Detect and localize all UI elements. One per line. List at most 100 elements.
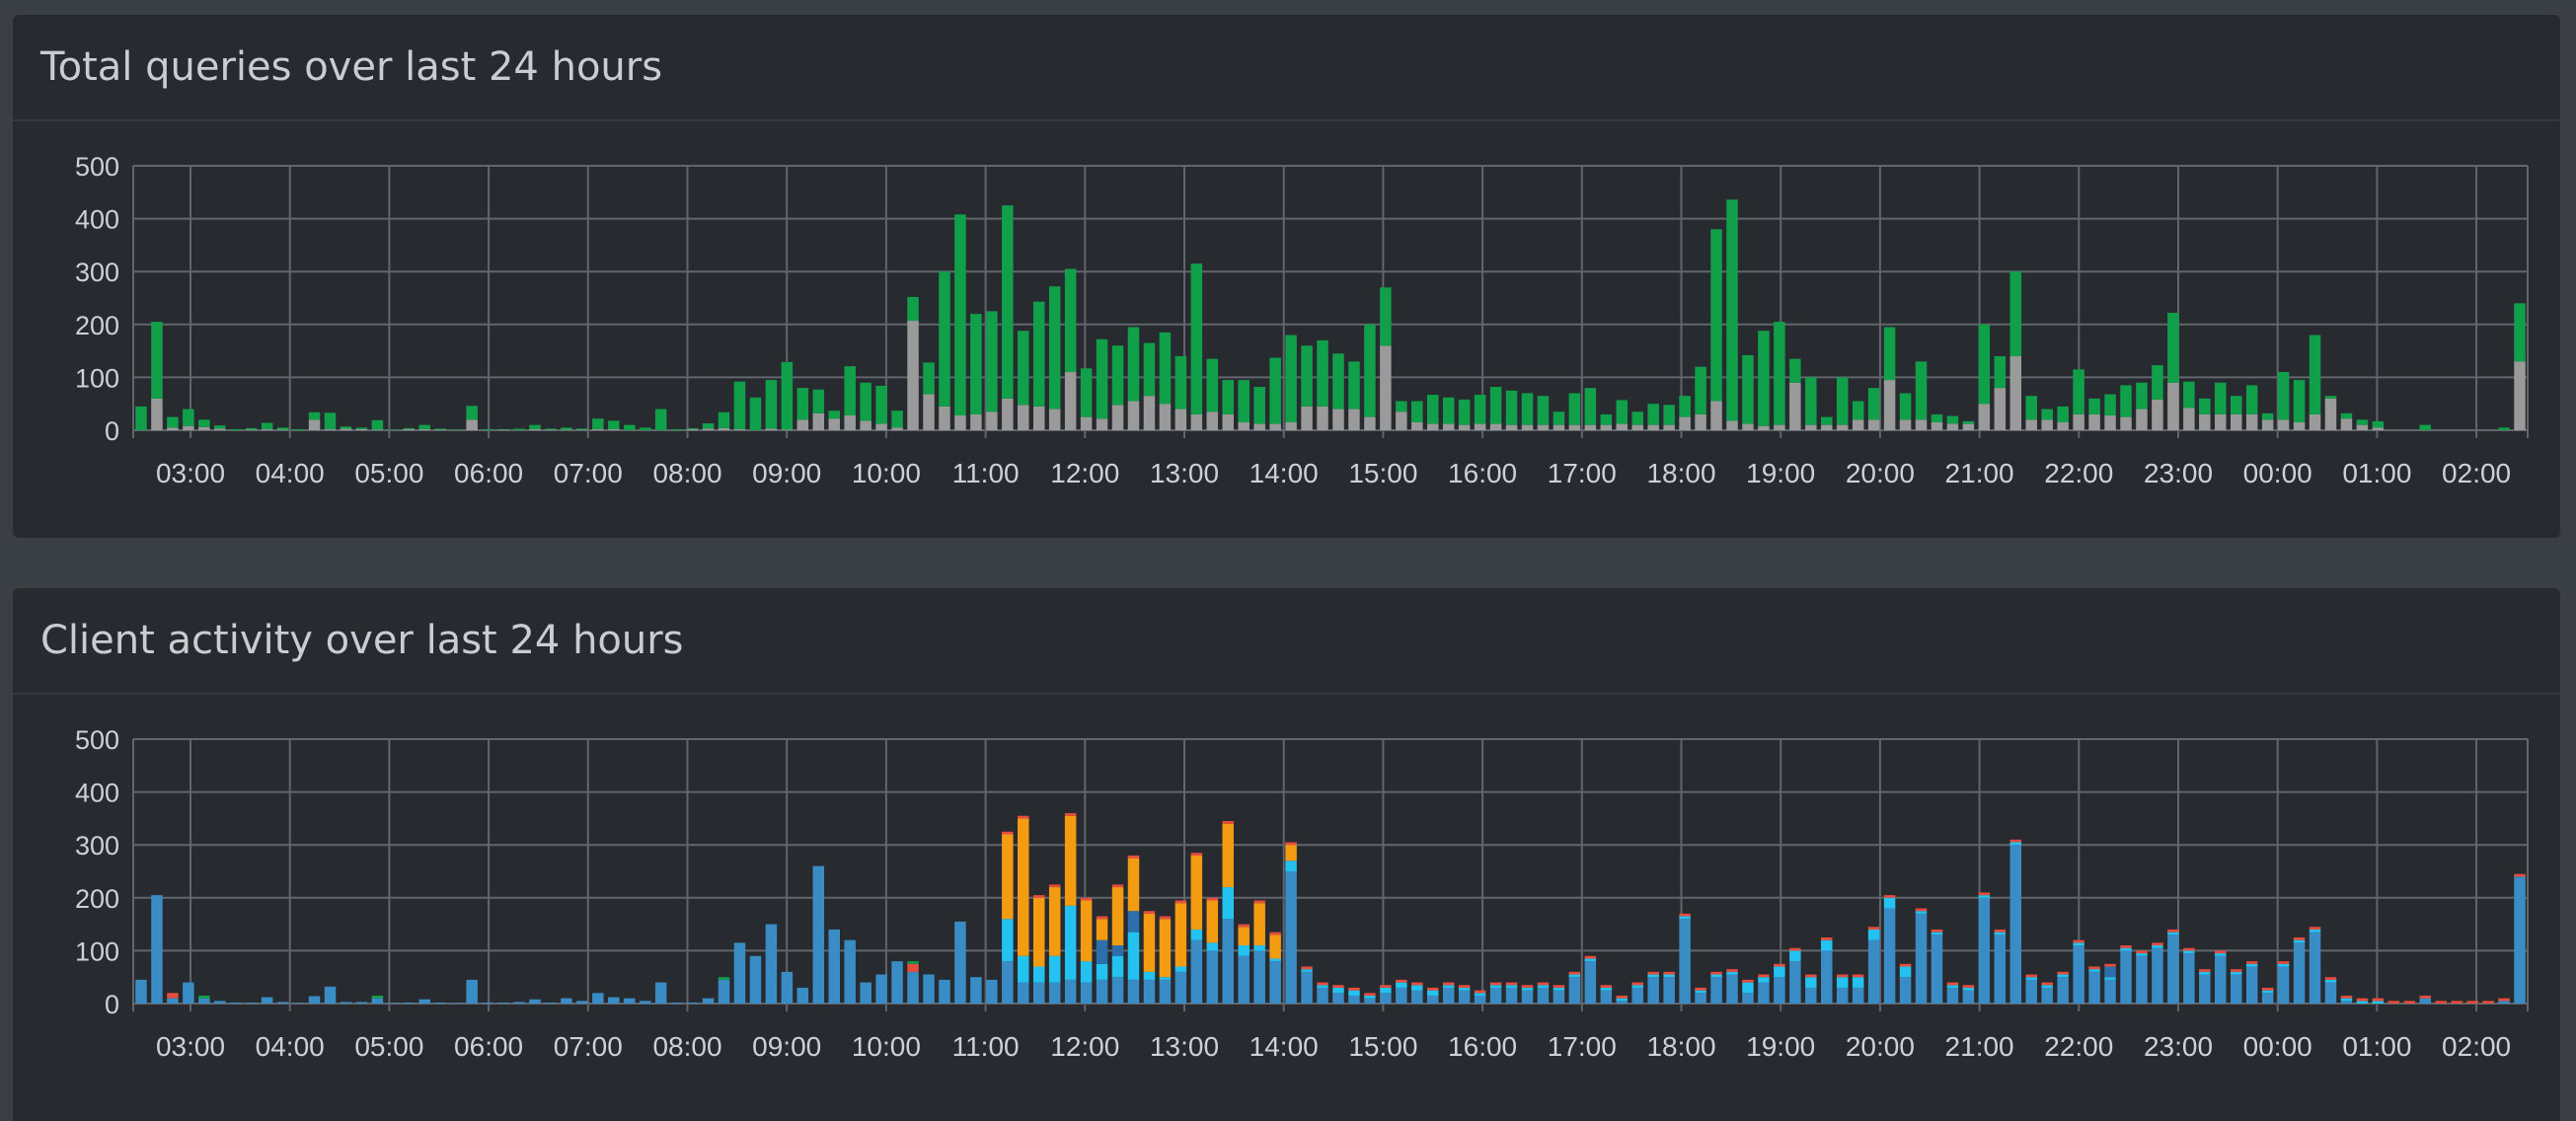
bar-segment	[1679, 916, 1691, 920]
bar-segment	[1789, 961, 1801, 1004]
bar-segment	[497, 1002, 509, 1004]
bar-segment	[1742, 993, 1754, 1004]
bar-segment	[371, 995, 384, 999]
bar-segment	[1883, 897, 1896, 909]
bar-segment	[639, 1001, 651, 1004]
bar-segment	[1348, 409, 1360, 430]
bar-segment	[781, 361, 794, 430]
bar-segment	[1206, 900, 1219, 943]
bar-segment	[1018, 955, 1029, 983]
total-queries-chart: 0 100 200 300 400 500 03:00 04:00 05:00 06:00 07:0…	[75, 152, 2529, 488]
bar-segment	[2009, 355, 2022, 430]
bar-segment	[167, 998, 179, 1004]
bar-segment	[340, 426, 352, 429]
bar-segment	[1096, 963, 1108, 980]
bar-segment	[1710, 974, 1722, 978]
bar-segment	[1805, 424, 1817, 430]
bar-segment	[1915, 419, 1928, 430]
x-tick-label: 10:00	[852, 1031, 921, 1062]
bar-segment	[1301, 406, 1313, 430]
bar-segment	[2498, 998, 2510, 1002]
bar-segment	[1553, 424, 1565, 430]
bar-segment	[1774, 322, 1785, 425]
bar-segment	[1111, 887, 1124, 946]
bar-segment	[1726, 969, 1738, 972]
bar-segment	[2041, 987, 2053, 1004]
bar-segment	[2009, 271, 2022, 356]
bar-segment	[1915, 361, 1928, 420]
bar-segment	[1616, 400, 1629, 424]
bar-segment	[1663, 977, 1675, 1004]
bar-segment	[1489, 987, 1502, 1004]
bar-segment	[2230, 396, 2242, 414]
bar-segment	[1568, 393, 1581, 425]
bar-segment	[1994, 388, 2007, 430]
bar-segment	[198, 995, 210, 999]
bar-segment	[2324, 977, 2337, 980]
bar-segment	[1332, 409, 1344, 430]
bar-segment	[466, 419, 478, 430]
bar-segment	[749, 955, 762, 1004]
x-tick-label: 13:00	[1150, 1031, 1219, 1062]
bar-segment	[2057, 977, 2069, 1004]
y-tick-label: 200	[75, 884, 119, 914]
bar-segment	[1836, 377, 1849, 425]
bar-segment	[2120, 385, 2132, 417]
bar-segment	[2372, 420, 2385, 428]
bar-segment	[1663, 424, 1675, 430]
y-tick-label: 500	[75, 152, 119, 182]
bar-segment	[1789, 950, 1801, 962]
bar-segment	[1505, 987, 1518, 1004]
bar-segment	[324, 986, 337, 1004]
bar-segment	[812, 412, 825, 430]
bar-segment	[2104, 394, 2116, 415]
bar-segment	[718, 427, 730, 430]
bar-segment	[2057, 974, 2069, 978]
bar-segment	[2025, 396, 2037, 420]
bar-segment	[954, 921, 966, 1004]
bar-segment	[718, 979, 730, 1004]
bar-segment	[403, 427, 416, 429]
bar-segment	[1616, 995, 1629, 999]
bar-segment	[1190, 413, 1203, 430]
bar-segment	[1111, 345, 1124, 406]
bar-segment	[1111, 884, 1124, 888]
bar-segment	[1332, 987, 1344, 994]
x-tick-label: 14:00	[1250, 458, 1319, 488]
x-tick-label: 17:00	[1548, 1031, 1617, 1062]
bar-segment	[2230, 413, 2242, 430]
bar-segment	[1742, 354, 1754, 424]
bar-segment	[986, 979, 998, 1004]
bar-segment	[2245, 963, 2258, 967]
y-tick-label: 400	[75, 205, 119, 235]
bar-segment	[1348, 995, 1360, 1004]
bar-segment	[1380, 993, 1392, 1004]
bar-segment	[2324, 398, 2337, 430]
bar-segment	[1521, 393, 1534, 425]
bar-segment	[355, 427, 368, 429]
bar-segment	[2372, 998, 2385, 1002]
bar-segment	[1521, 985, 1534, 988]
bar-segment	[1821, 939, 1833, 951]
bar-segment	[923, 394, 935, 430]
bar-segment	[1285, 421, 1297, 430]
bar-segment	[1616, 1001, 1629, 1004]
bar-segment	[2403, 1001, 2416, 1004]
bar-segment	[1679, 919, 1691, 1004]
x-tick-label: 07:00	[554, 1031, 623, 1062]
bar-segment	[875, 385, 887, 424]
bar-segment	[529, 424, 541, 429]
bar-segment	[718, 977, 730, 980]
bar-segment	[2073, 369, 2084, 414]
x-tick-label: 23:00	[2144, 458, 2213, 488]
bar-segment	[1867, 939, 1880, 1004]
bar-segment	[1442, 987, 1455, 1004]
bar-segment	[1899, 419, 1912, 430]
bar-segment	[1426, 990, 1439, 996]
bar-segment	[1301, 969, 1313, 972]
bar-segment	[1143, 342, 1156, 397]
bar-segment	[1064, 268, 1077, 373]
bar-segment	[276, 429, 289, 430]
bar-segment	[1867, 388, 1880, 420]
bar-segment	[1836, 974, 1849, 978]
